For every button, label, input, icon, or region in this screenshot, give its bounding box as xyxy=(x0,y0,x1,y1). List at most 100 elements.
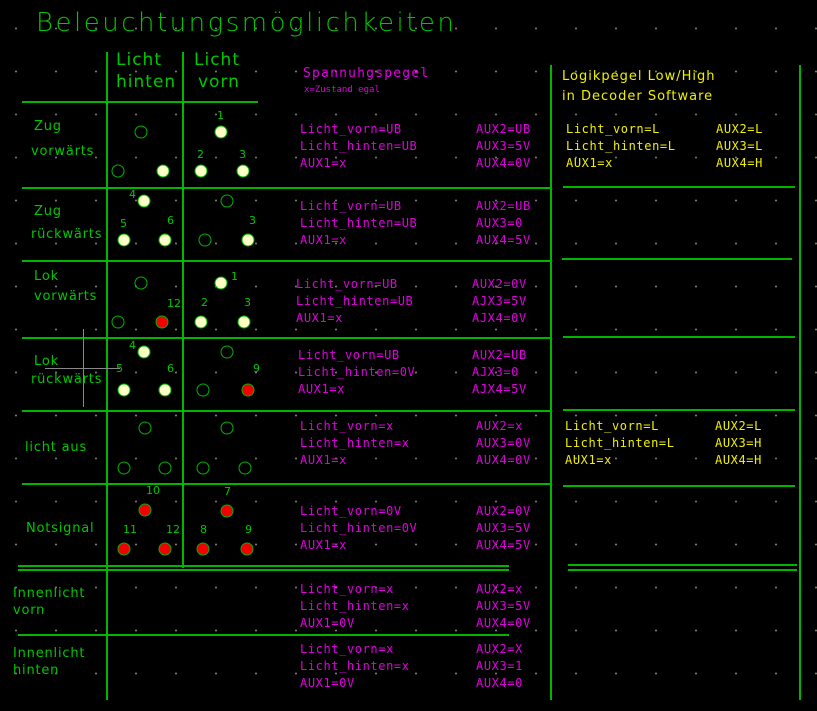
led-on xyxy=(137,194,151,208)
voltage-value: Licht_vorn=UB xyxy=(298,348,400,362)
divider xyxy=(22,101,258,103)
voltage-value: AUX4=0 xyxy=(476,676,523,690)
led-number: 3 xyxy=(249,214,256,227)
divider xyxy=(550,65,552,700)
led-number: 8 xyxy=(200,523,207,536)
voltage-value: AUX2=x xyxy=(476,582,523,596)
led-red xyxy=(196,542,210,556)
row-label: Lok xyxy=(34,354,59,369)
divider xyxy=(22,260,551,262)
voltage-value: AUX2=UB xyxy=(472,348,527,362)
voltage-value: AUX1=0V xyxy=(300,676,355,690)
voltage-value: AUX3=1 xyxy=(476,659,523,673)
row-label: Innenlicht xyxy=(13,646,86,661)
led-on xyxy=(236,164,250,178)
voltage-value: AUX2=x xyxy=(476,419,523,433)
voltage-value: Licht_vorn=x xyxy=(300,419,394,433)
led-red xyxy=(240,542,254,556)
led-off xyxy=(111,164,125,178)
logic-value: AUX1=x xyxy=(565,453,612,467)
led-red xyxy=(220,504,234,518)
led-number: 4 xyxy=(129,339,136,352)
cursor-line xyxy=(45,368,120,369)
voltage-value: AUX1=0V xyxy=(300,616,355,630)
voltage-value: AUX2=0V xyxy=(476,504,531,518)
led-number: 3 xyxy=(239,148,246,161)
row-label: vorn xyxy=(13,603,46,618)
led-number: 6 xyxy=(167,214,174,227)
divider xyxy=(18,634,509,636)
logic-value: Licht_hinten=L xyxy=(565,436,675,450)
led-number: 9 xyxy=(245,523,252,536)
row-label: Innenlicht xyxy=(13,586,86,601)
led-number: 5 xyxy=(120,217,127,230)
voltage-value: Licht_hinten=x xyxy=(300,599,410,613)
led-off xyxy=(238,461,252,475)
led-off xyxy=(220,421,234,435)
led-number: 10 xyxy=(146,484,160,497)
voltage-value: AJX4=5V xyxy=(472,382,527,396)
voltage-value: Licht_hinten=UB xyxy=(300,139,418,153)
voltage-value: Licht_vorn=x xyxy=(300,642,394,656)
voltage-value: Licht_hinten=0V xyxy=(300,521,418,535)
logic-value: AUX3=L xyxy=(716,139,763,153)
voltage-value: AUX1=x xyxy=(300,156,347,170)
header-vorn-1: Licht xyxy=(194,50,240,70)
divider xyxy=(22,483,551,485)
voltage-value: Licht_hinten=x xyxy=(300,436,410,450)
divider xyxy=(563,409,795,411)
logic-header-2: in Decoder Software xyxy=(562,89,714,104)
divider xyxy=(799,65,801,700)
led-red xyxy=(158,542,172,556)
voltage-value: AJX3=5V xyxy=(472,294,527,308)
led-on xyxy=(214,276,228,290)
divider xyxy=(22,187,551,189)
led-on xyxy=(158,233,172,247)
voltage-value: AJX4=0V xyxy=(472,311,527,325)
led-number: 4 xyxy=(129,188,136,201)
led-red xyxy=(155,315,169,329)
voltage-value: AUX1=x xyxy=(300,453,347,467)
header-vorn-2: vorn xyxy=(198,72,240,92)
divider xyxy=(182,52,184,568)
voltage-value: Licht_vorn=UB xyxy=(300,199,402,213)
logic-value: Licht_vorn=L xyxy=(565,419,659,433)
led-off xyxy=(220,345,234,359)
led-number: 12 xyxy=(167,297,181,310)
voltage-value: AUX3=0V xyxy=(476,436,531,450)
row-label: Notsignal xyxy=(26,521,95,536)
divider xyxy=(563,485,795,487)
header-hinten-2: hinten xyxy=(116,72,177,92)
led-red xyxy=(241,383,255,397)
divider xyxy=(563,186,795,188)
voltage-value: AUX3=5V xyxy=(476,599,531,613)
voltage-value: AJX3=0 xyxy=(472,365,519,379)
voltage-value: Licht_vorn=0V xyxy=(300,504,402,518)
led-off xyxy=(220,194,234,208)
led-off xyxy=(198,233,212,247)
led-on xyxy=(214,125,228,139)
row-label: rückwärts xyxy=(31,227,103,242)
voltage-value: AUX4=5V xyxy=(476,233,531,247)
logic-header-1: Logikpegel Low/High xyxy=(562,69,716,84)
logic-value: AUX4=H xyxy=(716,156,763,170)
divider xyxy=(563,336,795,338)
voltage-value: Licht_hinten=x xyxy=(300,659,410,673)
page-title: Beleuchtungsmöglichkeiten xyxy=(36,8,457,38)
divider xyxy=(18,565,509,567)
led-off xyxy=(196,383,210,397)
voltage-value: AUX2=UB xyxy=(476,199,531,213)
voltage-value: AUX4=0V xyxy=(476,453,531,467)
logic-value: AUX4=H xyxy=(715,453,762,467)
voltage-value: AUX1=x xyxy=(298,382,345,396)
divider xyxy=(106,52,108,700)
header-hinten-1: Licht xyxy=(116,50,162,70)
led-off xyxy=(138,421,152,435)
divider xyxy=(18,569,509,571)
led-on xyxy=(117,383,131,397)
led-on xyxy=(156,164,170,178)
row-label: licht aus xyxy=(25,440,88,455)
led-number: 12 xyxy=(166,523,180,536)
voltage-value: AUX4=5V xyxy=(476,538,531,552)
